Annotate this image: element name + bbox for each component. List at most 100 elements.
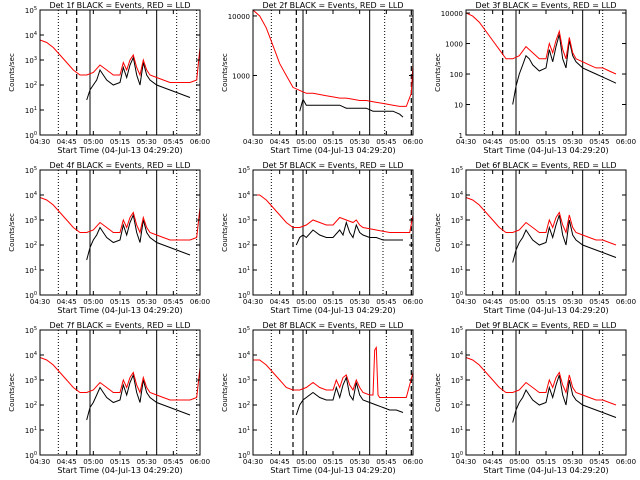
y-tick-label: 102 (238, 241, 250, 250)
y-axis-label: Counts/sec (434, 53, 442, 92)
plot-frame (465, 9, 627, 136)
x-tick-label: 05:00 (509, 138, 529, 146)
y-tick-label: 101 (25, 106, 37, 115)
y-tick-label: 105 (451, 166, 463, 175)
y-tick-label: 1 (459, 132, 463, 140)
y-tick-label: 104 (451, 351, 463, 360)
x-tick-label: 05:15 (323, 138, 343, 146)
x-tick-label: 05:15 (536, 138, 556, 146)
chart-title: Det 2f BLACK = Events, RED = LLD (262, 1, 403, 10)
chart-title: Det 3f BLACK = Events, RED = LLD (475, 1, 616, 10)
chart-panel-5: Det 5f BLACK = Events, RED = LLD 04:30 04:… (221, 161, 423, 315)
x-tick-label: 05:45 (163, 298, 183, 306)
y-tick-label: 105 (451, 326, 463, 335)
y-tick-label: 100 (238, 291, 250, 300)
y-tick-label: 1000 (232, 72, 250, 80)
x-tick-label: 05:30 (350, 298, 370, 306)
x-axis-label: Start Time (04-Jul-13 04:29:20) (270, 466, 395, 475)
x-tick-label: 04:30 (30, 138, 50, 146)
x-tick-label: 05:30 (137, 138, 157, 146)
x-tick-label: 05:45 (589, 298, 609, 306)
y-tick-label: 102 (451, 401, 463, 410)
x-tick-label: 05:00 (83, 138, 103, 146)
series-line-events (295, 220, 403, 246)
y-tick-label: 105 (238, 326, 250, 335)
x-tick-label: 05:45 (589, 458, 609, 466)
x-tick-label: 05:30 (137, 458, 157, 466)
x-axis-label: Start Time (04-Jul-13 04:29:20) (57, 466, 182, 475)
y-tick-label: 103 (451, 376, 463, 385)
x-tick-label: 04:30 (243, 138, 263, 146)
y-tick-label: 101 (238, 426, 250, 435)
y-tick-label: 100 (25, 451, 37, 460)
x-tick-label: 04:45 (483, 138, 503, 146)
x-tick-label: 04:30 (456, 458, 476, 466)
x-axis-label: Start Time (04-Jul-13 04:29:20) (270, 306, 395, 315)
y-tick-label: 103 (25, 56, 37, 65)
x-tick-label: 06:00 (616, 298, 636, 306)
y-tick-label: 102 (238, 401, 250, 410)
x-tick-label: 04:45 (57, 298, 77, 306)
x-axis-label: Start Time (04-Jul-13 04:29:20) (270, 146, 395, 155)
plot-frame (252, 9, 414, 136)
y-tick-label: 101 (25, 426, 37, 435)
y-tick-label: 100 (25, 291, 37, 300)
y-axis-label: Counts/sec (434, 373, 442, 412)
y-tick-label: 105 (25, 166, 37, 175)
chart-panel-6: Det 6f BLACK = Events, RED = LLD 04:30 04:… (434, 161, 636, 315)
x-tick-label: 05:00 (509, 298, 529, 306)
series-line-events (512, 34, 617, 105)
series-line-lld (466, 357, 617, 406)
x-axis-label: Start Time (04-Jul-13 04:29:20) (57, 306, 182, 315)
x-axis-label: Start Time (04-Jul-13 04:29:20) (57, 146, 182, 155)
x-tick-label: 05:45 (163, 138, 183, 146)
series-line-events (512, 374, 617, 423)
y-tick-label: 101 (451, 426, 463, 435)
x-tick-label: 05:15 (323, 298, 343, 306)
x-tick-label: 06:00 (616, 138, 636, 146)
y-tick-label: 101 (451, 266, 463, 275)
y-tick-label: 103 (25, 216, 37, 225)
x-tick-label: 04:30 (456, 138, 476, 146)
series-line-lld (466, 12, 617, 75)
y-tick-label: 105 (25, 6, 37, 15)
x-tick-label: 05:45 (589, 138, 609, 146)
y-axis-label: Counts/sec (221, 53, 229, 92)
y-tick-label: 102 (25, 401, 37, 410)
y-tick-label: 10000 (228, 13, 250, 21)
y-tick-label: 103 (451, 216, 463, 225)
chart-panel-4: Det 4f BLACK = Events, RED = LLD 04:30 04:… (8, 161, 210, 315)
y-tick-label: 100 (450, 71, 463, 79)
series-line-lld (253, 194, 413, 233)
x-tick-label: 05:30 (563, 138, 583, 146)
y-tick-label: 10 (454, 102, 463, 110)
x-tick-label: 06:00 (616, 458, 636, 466)
y-tick-label: 105 (25, 326, 37, 335)
x-tick-label: 06:00 (190, 458, 210, 466)
chart-title: Det 4f BLACK = Events, RED = LLD (49, 161, 190, 170)
y-axis-label: Counts/sec (221, 373, 229, 412)
series-line-events (86, 55, 191, 101)
x-tick-label: 05:15 (536, 298, 556, 306)
x-tick-label: 04:30 (243, 458, 263, 466)
y-tick-label: 101 (25, 266, 37, 275)
series-line-lld (253, 345, 413, 398)
x-tick-label: 04:30 (243, 298, 263, 306)
x-tick-label: 04:30 (30, 458, 50, 466)
chart-panel-3: Det 3f BLACK = Events, RED = LLD 04:30 04:… (434, 1, 636, 155)
chart-title: Det 7f BLACK = Events, RED = LLD (49, 321, 190, 330)
x-tick-label: 05:00 (296, 458, 316, 466)
x-tick-label: 05:00 (83, 298, 103, 306)
y-tick-label: 101 (238, 266, 250, 275)
y-axis-label: Counts/sec (8, 213, 16, 252)
y-axis-label: Counts/sec (434, 213, 442, 252)
x-tick-label: 05:15 (536, 458, 556, 466)
series-line-events (86, 213, 191, 261)
x-tick-label: 05:15 (110, 458, 130, 466)
y-tick-label: 100 (451, 451, 463, 460)
y-tick-label: 104 (25, 191, 37, 200)
x-tick-label: 05:00 (509, 458, 529, 466)
series-line-events (299, 97, 404, 118)
y-tick-label: 102 (25, 81, 37, 90)
